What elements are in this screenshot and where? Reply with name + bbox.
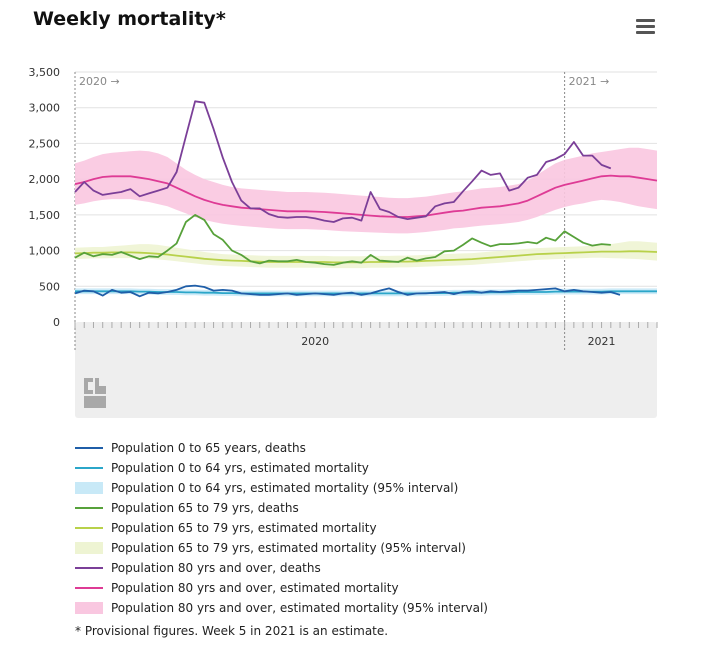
legend-item[interactable]: Population 80 yrs and over, estimated mo…	[75, 598, 675, 618]
y-tick-label: 2,500	[29, 137, 61, 150]
legend-label: Population 65 to 79 yrs, estimated morta…	[111, 521, 377, 535]
x-axis-label: 2020	[301, 335, 329, 348]
legend-item[interactable]: Population 65 to 79 yrs, estimated morta…	[75, 518, 675, 538]
legend-item[interactable]: Population 65 to 79 yrs, deaths	[75, 498, 675, 518]
cbs-logo-icon	[84, 378, 106, 408]
legend-swatch	[75, 567, 103, 569]
series-line	[74, 174, 658, 218]
series-line	[74, 100, 612, 223]
y-tick-label: 1,000	[29, 245, 61, 258]
legend-label: Population 65 to 79 yrs, estimated morta…	[111, 541, 466, 555]
y-tick-label: 3,000	[29, 102, 61, 115]
legend-label: Population 80 yrs and over, deaths	[111, 561, 321, 575]
legend-item[interactable]: Population 80 yrs and over, estimated mo…	[75, 578, 675, 598]
legend-label: Population 80 yrs and over, estimated mo…	[111, 601, 488, 615]
y-tick-label: 2,000	[29, 173, 61, 186]
legend-swatch	[75, 527, 103, 529]
legend-label: Population 65 to 79 yrs, deaths	[111, 501, 299, 515]
legend-item[interactable]: Population 0 to 64 yrs, estimated mortal…	[75, 478, 675, 498]
y-tick-label: 500	[39, 280, 60, 293]
legend-item[interactable]: Population 80 yrs and over, deaths	[75, 558, 675, 578]
menu-bar	[636, 25, 655, 28]
legend-item[interactable]: Population 0 to 65 years, deaths	[75, 438, 675, 458]
confidence-band	[75, 147, 657, 234]
footnote: * Provisional figures. Week 5 in 2021 is…	[75, 624, 389, 638]
legend-label: Population 80 yrs and over, estimated mo…	[111, 581, 399, 595]
legend-swatch	[75, 482, 103, 494]
chart-legend: Population 0 to 65 years, deaths Populati…	[75, 438, 675, 618]
series-line	[74, 250, 658, 264]
legend-swatch	[75, 587, 103, 589]
mortality-chart: 0 500 1,000 1,500 2,000 2,500 3,000 3,500 2020 →…	[29, 66, 658, 418]
menu-bar	[636, 19, 655, 22]
x-axis-panel	[75, 322, 657, 418]
legend-swatch	[75, 447, 103, 449]
legend-swatch	[75, 542, 103, 554]
y-tick-label: 3,500	[29, 66, 61, 79]
year-marker-label: 2020 →	[79, 75, 120, 88]
legend-swatch	[75, 602, 103, 614]
series-line	[74, 213, 611, 266]
legend-label: Population 0 to 64 yrs, estimated mortal…	[111, 461, 369, 475]
series-line	[74, 284, 621, 298]
legend-item[interactable]: Population 0 to 64 yrs, estimated mortal…	[75, 458, 675, 478]
legend-swatch	[75, 467, 103, 469]
hamburger-menu-icon[interactable]	[636, 19, 655, 35]
chart-title: Weekly mortality*	[33, 8, 226, 30]
confidence-band	[75, 241, 657, 269]
legend-label: Population 0 to 64 yrs, estimated mortal…	[111, 481, 459, 495]
y-tick-label: 1,500	[29, 209, 61, 222]
legend-swatch	[75, 507, 103, 509]
legend-label: Population 0 to 65 years, deaths	[111, 441, 306, 455]
menu-bar	[636, 31, 655, 34]
year-marker-label: 2021 →	[569, 75, 610, 88]
legend-item[interactable]: Population 65 to 79 yrs, estimated morta…	[75, 538, 675, 558]
y-tick-label: 0	[53, 316, 60, 329]
x-axis-label: 2021	[588, 335, 616, 348]
